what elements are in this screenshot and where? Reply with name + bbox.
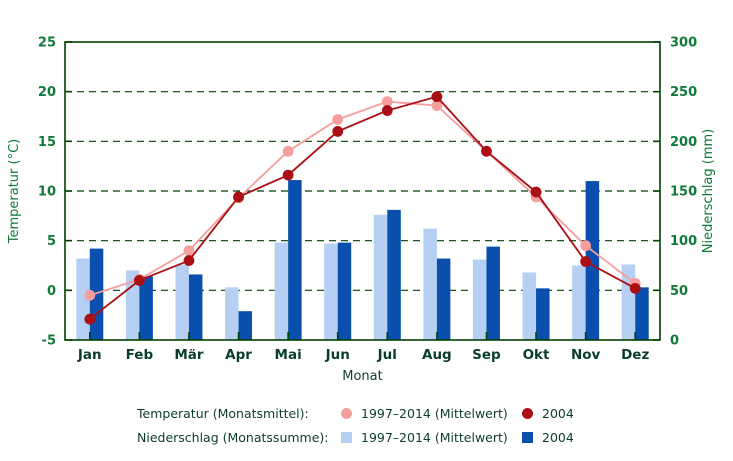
precip-bar-2004-Aug <box>436 258 451 340</box>
precip-bar-mittelwert-Mär <box>175 264 189 340</box>
month-label: Nov <box>571 347 601 363</box>
month-label: Aug <box>422 347 452 363</box>
legend-marker-temp-2004-icon <box>522 407 533 419</box>
temp-line-mittelwert <box>89 100 636 297</box>
temp-point-mittelwert-Jul <box>381 96 393 107</box>
temp-point-mittelwert-Aug <box>431 100 443 111</box>
left-axis-title: Temperatur (°C) <box>7 139 22 245</box>
left-axis-tick-label: 0 <box>47 284 56 299</box>
precip-bar-2004-Dez <box>635 287 649 340</box>
right-axis-tick-label: 300 <box>670 36 697 51</box>
precip-bar-2004-Mär <box>188 274 203 340</box>
right-axis-tick-label: 50 <box>670 284 688 299</box>
temp-point-mittelwert-Nov <box>580 240 592 252</box>
month-label: Dez <box>621 347 649 363</box>
month-label: Apr <box>225 347 252 363</box>
precip-bar-mittelwert-Okt <box>522 272 537 340</box>
temp-point-2004-Jul <box>381 105 393 116</box>
legend-marker-precip-mittelwert-icon <box>341 431 352 443</box>
legend-label-temperature: Temperatur (Monatsmittel): <box>137 405 309 421</box>
precip-bar-mittelwert-Aug <box>423 228 437 340</box>
precip-bar-2004-Mai <box>288 180 302 340</box>
right-axis-tick-label: 200 <box>670 135 697 150</box>
chart-legend: Temperatur (Monatsmittel): 1997–2014 (Mi… <box>137 401 574 449</box>
temp-point-2004-Okt <box>530 186 542 198</box>
temp-point-mittelwert-Jan <box>84 289 96 301</box>
temp-point-2004-Nov <box>580 256 592 267</box>
left-axis-tick-label: 20 <box>38 85 56 100</box>
climate-chart-area: 25 20 15 10 5 0 -5 300 250 200 150 100 50 0 Jan Feb Mär A… <box>7 36 716 385</box>
month-label: Jan <box>77 347 102 363</box>
month-label: Okt <box>523 347 550 363</box>
right-axis-tick-label: 100 <box>670 234 697 249</box>
legend-label-precipitation: Niederschlag (Monatssumme): <box>137 429 329 445</box>
legend-marker-precip-2004-icon <box>522 431 533 443</box>
month-label: Mai <box>275 347 302 363</box>
left-axis-tick-label: 5 <box>47 234 56 249</box>
precip-bar-mittelwert-Jul <box>373 214 388 340</box>
left-axis-tick-label: -5 <box>42 334 56 349</box>
legend-entry-temp-2004: 2004 <box>542 405 574 421</box>
precip-bar-2004-Okt <box>536 288 550 340</box>
temp-line-2004 <box>89 95 636 320</box>
temp-point-2004-Dez <box>629 282 641 294</box>
temp-point-2004-Aug <box>431 91 443 103</box>
temp-point-mittelwert-Jun <box>332 114 344 125</box>
precip-bar-2004-Feb <box>139 276 153 340</box>
precip-bar-2004-Sep <box>486 246 500 340</box>
precip-bar-mittelwert-Dez <box>621 264 636 340</box>
temp-point-2004-Apr <box>233 191 244 203</box>
precip-bar-2004-Apr <box>238 311 253 340</box>
right-axis-tick-label: 0 <box>670 334 679 349</box>
right-axis-tick-label: 250 <box>670 85 697 100</box>
x-axis-title: Monat <box>342 369 382 384</box>
month-label: Mär <box>174 347 204 363</box>
month-label: Jun <box>325 347 350 363</box>
month-label: Feb <box>126 347 154 363</box>
precip-bar-mittelwert-Sep <box>472 259 487 340</box>
precip-bar-mittelwert-Apr <box>225 287 239 340</box>
month-label: Sep <box>472 347 501 363</box>
precip-bar-mittelwert-Mai <box>274 242 289 340</box>
precip-bar-mittelwert-Jun <box>324 243 338 340</box>
left-axis-tick-label: 10 <box>38 185 56 200</box>
legend-entry-temp-mittelwert: 1997–2014 (Mittelwert) <box>361 405 508 421</box>
temp-point-mittelwert-Mär <box>183 245 195 256</box>
temp-point-2004-Mai <box>282 169 294 181</box>
temp-point-2004-Mär <box>183 255 195 266</box>
legend-row-temperature: Temperatur (Monatsmittel): 1997–2014 (Mi… <box>137 401 574 425</box>
right-axis-title: Niederschlag (mm) <box>701 129 716 254</box>
precip-bar-2004-Nov <box>585 181 600 340</box>
legend-row-precipitation: Niederschlag (Monatssumme): 1997–2014 (M… <box>137 425 574 449</box>
temp-point-mittelwert-Mai <box>282 145 294 157</box>
precip-bar-2004-Jun <box>337 242 352 340</box>
left-axis-tick-label: 25 <box>38 36 56 51</box>
right-axis-tick-label: 150 <box>670 185 697 200</box>
legend-entry-precip-mittelwert: 1997–2014 (Mittelwert) <box>361 429 508 445</box>
temp-point-2004-Jan <box>84 313 96 325</box>
legend-entry-precip-2004: 2004 <box>542 429 574 445</box>
left-axis-tick-label: 15 <box>38 135 56 150</box>
precip-bar-mittelwert-Nov <box>572 265 586 340</box>
legend-marker-temp-mittelwert-icon <box>341 407 352 419</box>
temp-point-2004-Feb <box>133 275 145 286</box>
temp-point-2004-Jun <box>332 125 344 137</box>
temp-point-2004-Sep <box>481 145 492 157</box>
month-label: Jul <box>377 347 397 363</box>
precip-bar-2004-Jul <box>387 209 401 340</box>
